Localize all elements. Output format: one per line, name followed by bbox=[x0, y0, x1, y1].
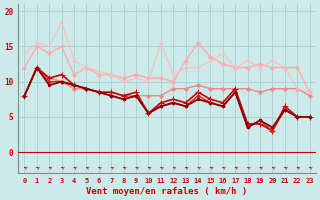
X-axis label: Vent moyen/en rafales ( km/h ): Vent moyen/en rafales ( km/h ) bbox=[86, 187, 248, 196]
